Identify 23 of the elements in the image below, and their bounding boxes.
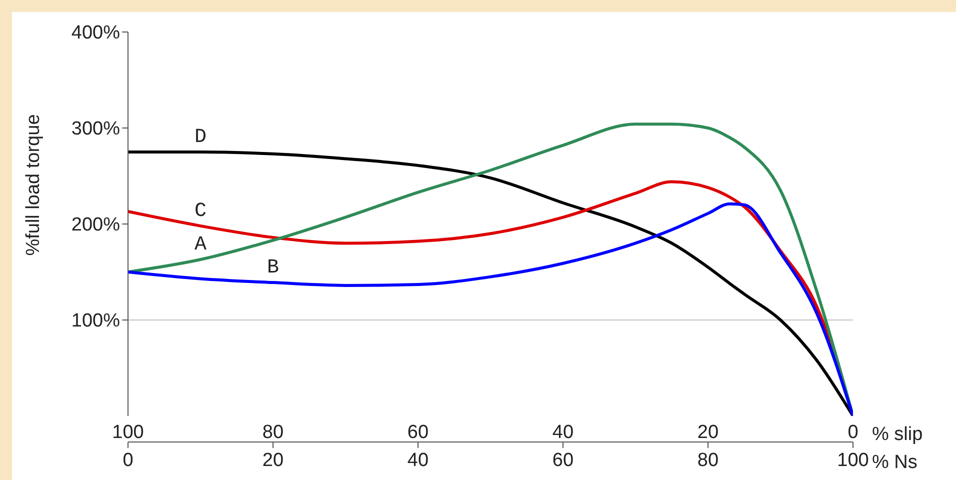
x-tick-label: 40 xyxy=(407,450,429,471)
y-tick-label: 400% xyxy=(71,22,120,44)
y-tick-label: 100% xyxy=(71,310,120,332)
x-tick-label: 100 xyxy=(837,450,869,471)
x2-tick-label: 80 xyxy=(262,422,284,443)
x2-axis-title: % slip xyxy=(872,424,923,446)
y-tick-label: 300% xyxy=(71,118,120,140)
series-label: D xyxy=(194,126,207,149)
series-label: C xyxy=(194,200,207,223)
x2-tick-label: 100 xyxy=(112,422,144,443)
x-tick-label: 20 xyxy=(262,450,284,471)
x-tick-label: 60 xyxy=(552,450,574,471)
series-label: B xyxy=(266,256,280,280)
x2-tick-label: 0 xyxy=(848,422,858,443)
x-tick-label: 80 xyxy=(697,450,719,471)
x2-tick-label: 60 xyxy=(407,422,429,443)
x-axis-title: % Ns xyxy=(872,452,918,474)
series-label: A xyxy=(194,234,207,257)
x2-tick-label: 20 xyxy=(697,422,719,443)
y-axis-title: %full load torque xyxy=(23,114,45,256)
x2-tick-label: 40 xyxy=(552,422,574,443)
x-tick-label: 0 xyxy=(122,450,134,471)
y-tick-label: 200% xyxy=(71,214,120,236)
